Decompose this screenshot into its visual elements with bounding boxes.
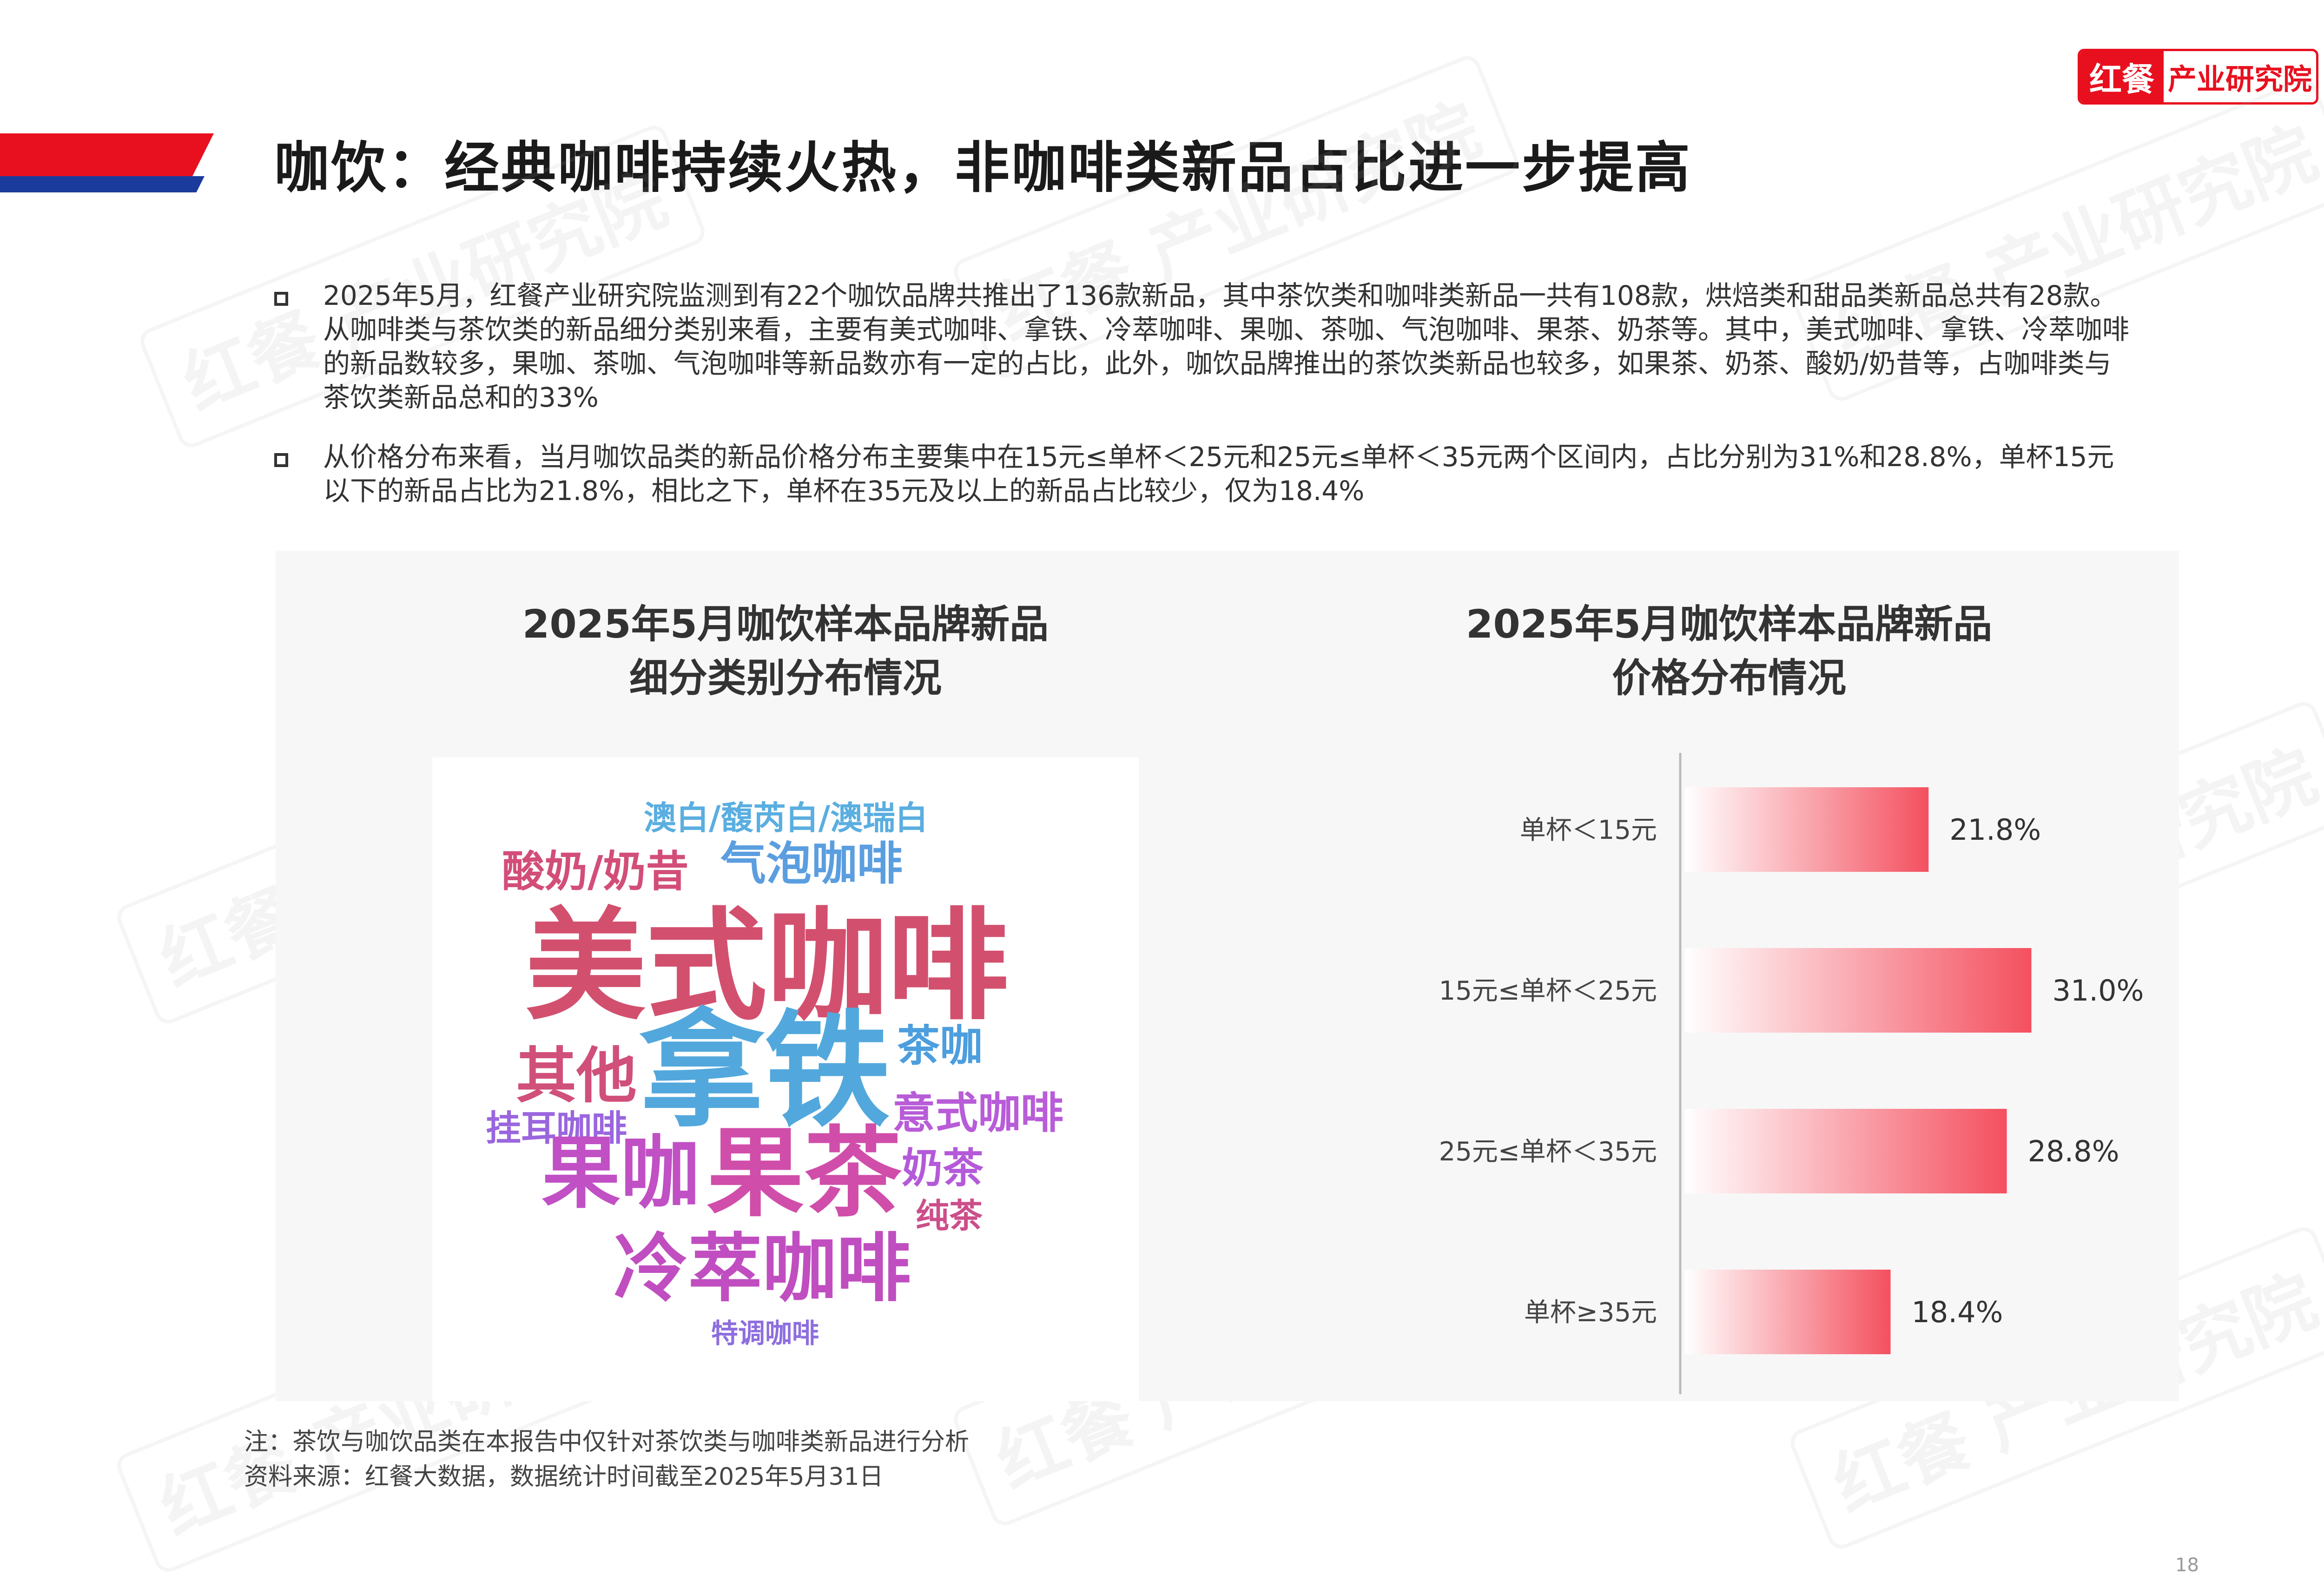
word-cloud-word: 拿铁 (639, 998, 890, 1144)
note-text: 注：茶饮与咖饮品类在本报告中仅针对茶饮类与咖啡类新品进行分析 (244, 1428, 970, 1456)
category-tick-label: 15元≤单杯＜25元 (1439, 976, 1657, 1006)
category-tick-label: 单杯＜15元 (1520, 815, 1657, 845)
word-cloud-word: 茶咖 (897, 1021, 983, 1071)
price-bar-chart: 单杯＜15元 21.8% 15元≤单杯＜25元 31.0% 25元≤单杯＜35元 28.8… (1439, 753, 2144, 1394)
bullet-paragraph-2: 从价格分布来看，当月咖饮品类的新品价格分布主要集中在15元≤单杯＜25元和25元… (323, 441, 2114, 507)
price-bar (1685, 1270, 1891, 1354)
brand-logo: 红餐 产业研究院 (2078, 49, 2318, 105)
word-cloud-word: 纯茶 (916, 1196, 983, 1235)
word-cloud: 澳白/馥芮白/澳瑞白 气泡咖啡 酸奶/奶昔 美式咖啡 拿铁 茶咖 其他意式咖啡 挂耳咖啡 果咖果… (432, 758, 1139, 1401)
word-cloud-word: 挂耳咖啡 (486, 1107, 627, 1149)
word-cloud-word: 酸奶/奶昔 (502, 847, 689, 896)
word-cloud-word: 果茶 (706, 1116, 902, 1230)
word-cloud-word: 气泡咖啡 (720, 837, 903, 890)
bar-chart-title-line2: 价格分布情况 (1611, 655, 1846, 701)
page-number: 18 (2175, 1555, 2199, 1576)
logo-mark: 红餐 (2080, 51, 2164, 102)
word-cloud-title: 2025年5月咖饮样本品牌新品 细分类别分布情况 (432, 597, 1139, 705)
word-cloud-word: 冷萃咖啡 (614, 1225, 911, 1312)
bar-value-label: 18.4% (1911, 1295, 2003, 1329)
word-cloud-word: 果咖 (541, 1127, 700, 1219)
bullet-paragraph-1: 2025年5月，红餐产业研究院监测到有22个咖饮品牌共推出了136款新品，其中茶… (323, 280, 2130, 413)
word-cloud-word: 其他 (516, 1041, 637, 1111)
bar-chart-title: 2025年5月咖饮样本品牌新品 价格分布情况 (1376, 597, 2082, 705)
word-cloud-word: 澳白/馥芮白/澳瑞白 (644, 799, 928, 837)
word-cloud-word: 特调咖啡 (711, 1318, 819, 1349)
category-tick-label: 单杯≥35元 (1524, 1298, 1657, 1328)
bullet-marker (274, 292, 288, 306)
word-cloud-title-line1: 2025年5月咖饮样本品牌新品 (522, 601, 1049, 647)
header-blue-stripe (0, 176, 205, 192)
bullet-marker (274, 453, 288, 467)
word-cloud-word: 奶茶 (902, 1144, 984, 1192)
logo-text: 产业研究院 (2167, 62, 2312, 96)
source-text: 资料来源：红餐大数据，数据统计时间截至2025年5月31日 (244, 1463, 884, 1491)
word-cloud-title-line2: 细分类别分布情况 (629, 655, 942, 701)
bar-value-label: 31.0% (2052, 974, 2144, 1008)
bar-value-label: 28.8% (2028, 1134, 2119, 1168)
bar-value-label: 21.8% (1949, 813, 2041, 847)
header-red-stripe (0, 133, 214, 176)
price-bar (1685, 948, 2032, 1033)
word-cloud-word: 意式咖啡 (892, 1088, 1064, 1138)
category-tick-label: 25元≤单杯＜35元 (1439, 1137, 1657, 1167)
bar-chart-title-line1: 2025年5月咖饮样本品牌新品 (1466, 601, 1993, 647)
price-bar (1685, 787, 1929, 872)
word-cloud-word: 美式咖啡 (525, 896, 1009, 1037)
page-title: 咖饮：经典咖啡持续火热，非咖啡类新品占比进一步提高 (274, 136, 1692, 200)
price-bar (1685, 1109, 2007, 1193)
